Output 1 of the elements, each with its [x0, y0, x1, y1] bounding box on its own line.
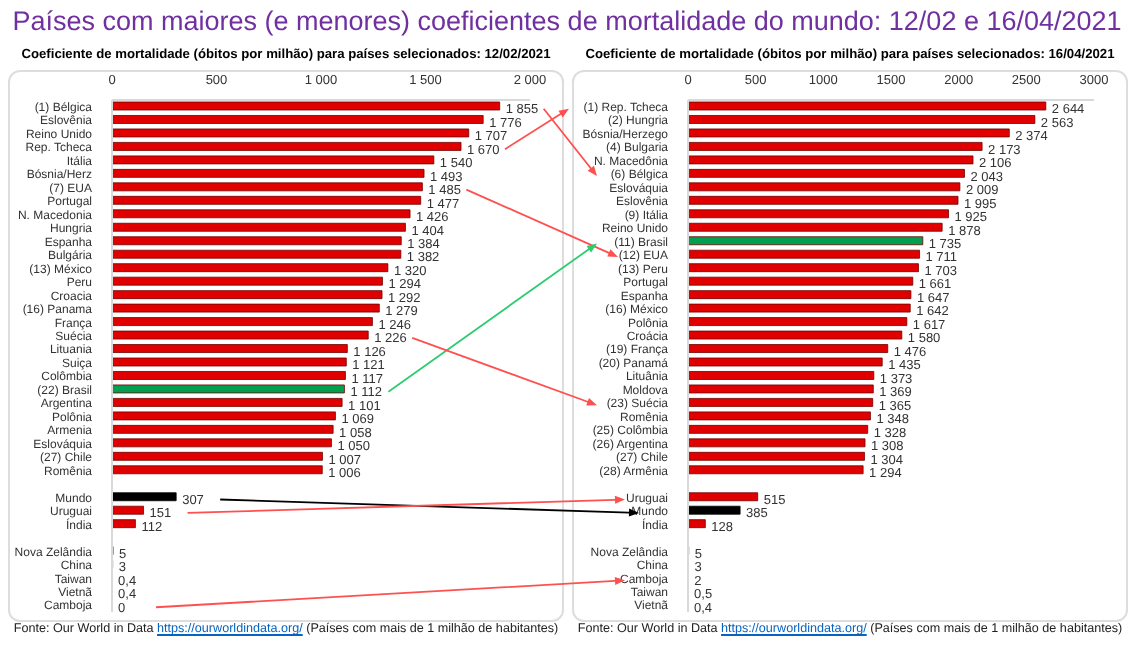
chart-title: Países com maiores (e menores) coeficientes de mortalidade do mundo: 12/02 e 16/04/2021: [10, 6, 1124, 36]
